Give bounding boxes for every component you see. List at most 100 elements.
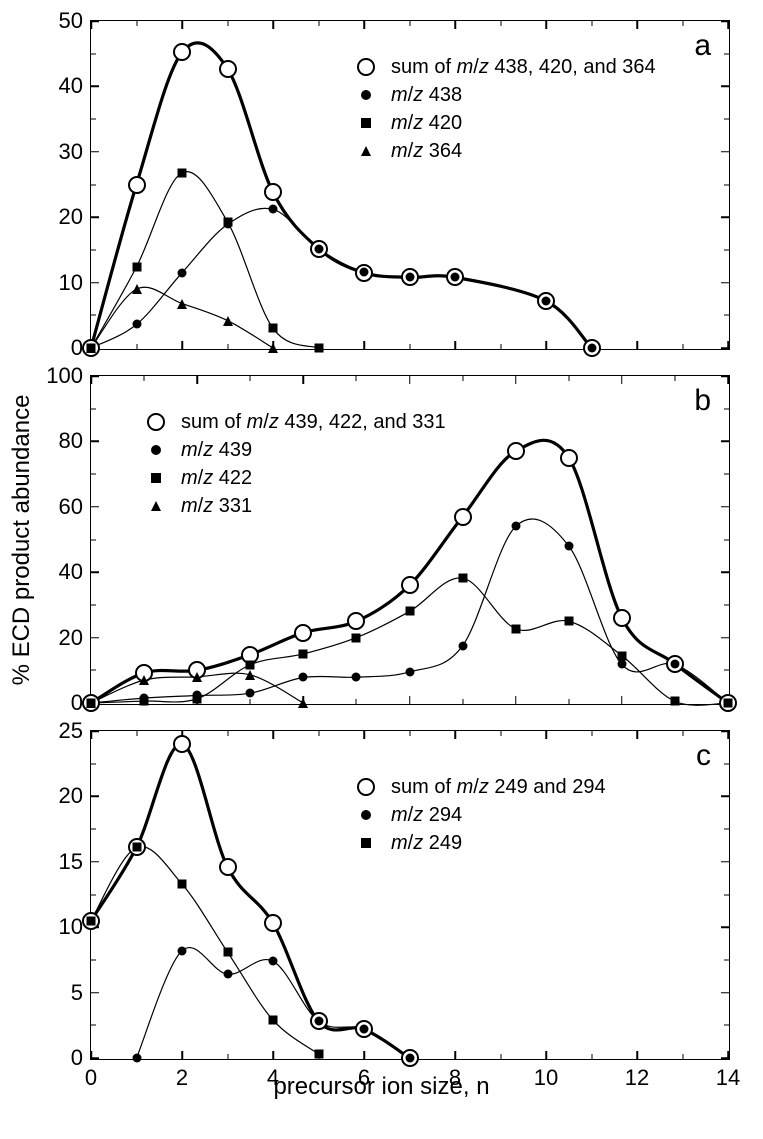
point-mz420 xyxy=(223,217,232,226)
legend: sum of m/z 438, 420, and 364m/z 438m/z 4… xyxy=(351,53,656,165)
legend-marker-icon xyxy=(351,146,381,156)
panel-b: 020406080100bsum of m/z 439, 422, and 33… xyxy=(90,375,730,705)
y-axis-label: % ECD product abundance xyxy=(8,395,36,686)
series-line-mz364 xyxy=(91,287,273,348)
legend-marker-icon xyxy=(141,413,171,431)
point-mz438 xyxy=(360,268,369,277)
ytick-label: 20 xyxy=(59,783,83,809)
legend-item: m/z 420 xyxy=(351,109,656,137)
legend-marker-icon xyxy=(141,501,171,511)
point-sum xyxy=(173,735,191,753)
ytick-label: 10 xyxy=(59,270,83,296)
panel-letter: c xyxy=(696,739,711,773)
point-sum xyxy=(294,624,312,642)
point-mz294 xyxy=(269,957,278,966)
point-sum xyxy=(219,60,237,78)
point-mz420 xyxy=(178,168,187,177)
point-mz420 xyxy=(269,324,278,333)
point-mz422 xyxy=(299,649,308,658)
ytick-label: 100 xyxy=(46,363,83,389)
ytick-label: 50 xyxy=(59,8,83,34)
legend-label: sum of m/z 438, 420, and 364 xyxy=(391,52,656,82)
point-mz438 xyxy=(542,296,551,305)
point-mz439 xyxy=(670,660,679,669)
legend-item: m/z 422 xyxy=(141,464,446,492)
point-mz331 xyxy=(192,672,202,682)
legend-label: m/z 420 xyxy=(391,108,462,138)
ytick-label: 20 xyxy=(59,204,83,230)
ytick-label: 30 xyxy=(59,139,83,165)
legend-label: m/z 422 xyxy=(181,463,252,493)
legend-marker-icon xyxy=(141,445,171,455)
point-sum xyxy=(347,612,365,630)
point-mz438 xyxy=(587,344,596,353)
panel-letter: a xyxy=(694,29,711,63)
point-mz422 xyxy=(458,574,467,583)
panel-letter: b xyxy=(694,384,711,418)
point-mz422 xyxy=(140,697,149,706)
point-mz439 xyxy=(617,660,626,669)
legend-marker-icon xyxy=(351,810,381,820)
legend-item: m/z 439 xyxy=(141,436,446,464)
legend-item: sum of m/z 439, 422, and 331 xyxy=(141,408,446,436)
point-mz439 xyxy=(564,542,573,551)
point-mz331 xyxy=(139,675,149,685)
point-sum xyxy=(454,508,472,526)
legend-item: sum of m/z 249 and 294 xyxy=(351,773,606,801)
ytick-label: 40 xyxy=(59,559,83,585)
legend-item: m/z 249 xyxy=(351,829,606,857)
x-axis-label: precursor ion size, n xyxy=(0,1073,763,1101)
legend-marker-icon xyxy=(351,838,381,848)
point-sum xyxy=(219,858,237,876)
legend-label: m/z 438 xyxy=(391,80,462,110)
point-mz422 xyxy=(405,607,414,616)
point-mz294 xyxy=(178,946,187,955)
legend-label: m/z 439 xyxy=(181,435,252,465)
point-mz422 xyxy=(511,624,520,633)
legend-item: sum of m/z 438, 420, and 364 xyxy=(351,53,656,81)
point-mz294 xyxy=(314,1017,323,1026)
legend-label: sum of m/z 439, 422, and 331 xyxy=(181,407,446,437)
point-mz420 xyxy=(132,262,141,271)
legend-marker-icon xyxy=(351,118,381,128)
figure-container: % ECD product abundance 0 10 20 30 40 50 a sum … xyxy=(0,0,763,1139)
point-mz331 xyxy=(298,698,308,708)
point-mz438 xyxy=(314,244,323,253)
point-mz364 xyxy=(177,299,187,309)
legend: sum of m/z 249 and 294m/z 294m/z 249 xyxy=(351,773,606,857)
point-mz294 xyxy=(360,1025,369,1034)
point-mz439 xyxy=(352,673,361,682)
point-mz364 xyxy=(268,343,278,353)
ytick-label: 10 xyxy=(59,914,83,940)
point-mz249 xyxy=(314,1050,323,1059)
ytick-label: 20 xyxy=(59,625,83,651)
ytick-label: 0 xyxy=(71,1045,83,1071)
point-mz420 xyxy=(314,344,323,353)
point-mz249 xyxy=(178,880,187,889)
point-mz331 xyxy=(86,698,96,708)
point-mz294 xyxy=(223,970,232,979)
point-mz249 xyxy=(269,1016,278,1025)
point-mz439 xyxy=(405,667,414,676)
legend-marker-icon xyxy=(141,473,171,483)
legend-item: m/z 438 xyxy=(351,81,656,109)
point-sum xyxy=(264,183,282,201)
legend-label: m/z 294 xyxy=(391,800,462,830)
point-mz294 xyxy=(132,1054,141,1063)
point-mz422 xyxy=(724,699,733,708)
legend-marker-icon xyxy=(351,778,381,796)
point-mz249 xyxy=(223,948,232,957)
point-sum xyxy=(507,442,525,460)
point-mz422 xyxy=(246,660,255,669)
point-sum xyxy=(264,914,282,932)
ytick-label: 60 xyxy=(59,494,83,520)
panel-c: 051015202502468101214csum of m/z 249 and… xyxy=(90,730,730,1060)
point-mz249 xyxy=(132,843,141,852)
legend-marker-icon xyxy=(351,58,381,76)
point-mz294 xyxy=(405,1054,414,1063)
point-sum xyxy=(173,43,191,61)
series-line-mz422 xyxy=(91,578,728,705)
point-mz438 xyxy=(132,320,141,329)
point-sum xyxy=(401,576,419,594)
point-mz439 xyxy=(246,689,255,698)
